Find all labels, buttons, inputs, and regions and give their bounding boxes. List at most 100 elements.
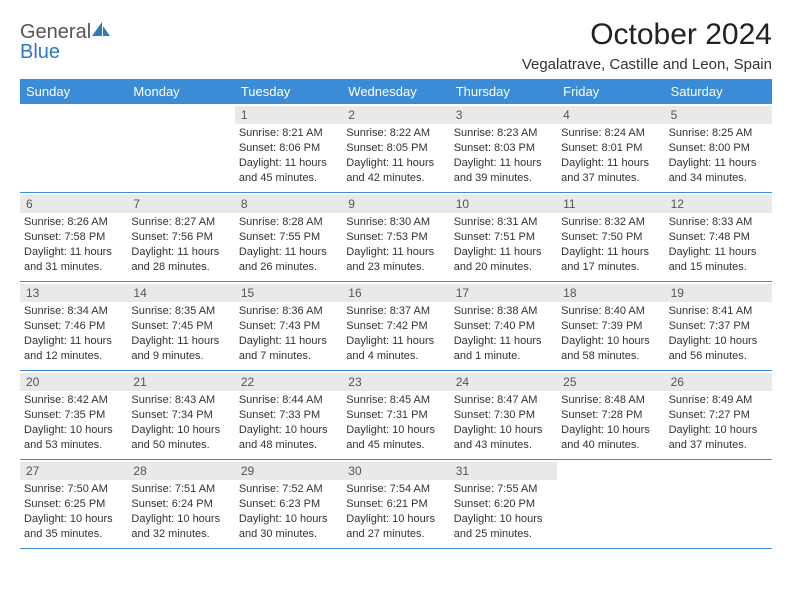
day-number: 1 [235,106,342,124]
sunrise-text: Sunrise: 7:50 AM [24,482,123,497]
day-number [20,106,127,110]
day-header-monday: Monday [127,79,234,104]
day-cell: 17Sunrise: 8:38 AMSunset: 7:40 PMDayligh… [450,282,557,370]
day-cell: 9Sunrise: 8:30 AMSunset: 7:53 PMDaylight… [342,193,449,281]
sunset-text: Sunset: 7:37 PM [669,319,768,334]
day-info: Sunrise: 8:30 AMSunset: 7:53 PMDaylight:… [346,215,445,274]
daylight-text: Daylight: 10 hours and 27 minutes. [346,512,445,542]
day-cell: 28Sunrise: 7:51 AMSunset: 6:24 PMDayligh… [127,460,234,548]
day-info: Sunrise: 8:24 AMSunset: 8:01 PMDaylight:… [561,126,660,185]
day-cell: 27Sunrise: 7:50 AMSunset: 6:25 PMDayligh… [20,460,127,548]
sunrise-text: Sunrise: 8:30 AM [346,215,445,230]
day-info: Sunrise: 8:41 AMSunset: 7:37 PMDaylight:… [669,304,768,363]
daylight-text: Daylight: 10 hours and 30 minutes. [239,512,338,542]
day-number: 7 [127,195,234,213]
daylight-text: Daylight: 11 hours and 45 minutes. [239,156,338,186]
sunset-text: Sunset: 6:23 PM [239,497,338,512]
daylight-text: Daylight: 11 hours and 34 minutes. [669,156,768,186]
day-number: 26 [665,373,772,391]
sunset-text: Sunset: 8:03 PM [454,141,553,156]
sunrise-text: Sunrise: 8:47 AM [454,393,553,408]
day-number: 31 [450,462,557,480]
day-number: 25 [557,373,664,391]
day-cell: 30 Sunrise: 7:54 AMSunset: 6:21 PMDayligh… [342,460,449,548]
daylight-text: Daylight: 11 hours and 26 minutes. [239,245,338,275]
sunrise-text: Sunrise: 8:38 AM [454,304,553,319]
day-number [665,462,772,466]
day-info: Sunrise: 8:28 AMSunset: 7:55 PMDaylight:… [239,215,338,274]
day-info: Sunrise: 8:42 AMSunset: 7:35 PMDaylight:… [24,393,123,452]
sunset-text: Sunset: 7:45 PM [131,319,230,334]
day-info: Sunrise: 8:25 AMSunset: 8:00 PMDaylight:… [669,126,768,185]
sunset-text: Sunset: 7:30 PM [454,408,553,423]
day-info: Sunrise: 8:36 AMSunset: 7:43 PMDaylight:… [239,304,338,363]
sunrise-text: Sunrise: 8:44 AM [239,393,338,408]
daylight-text: Daylight: 11 hours and 31 minutes. [24,245,123,275]
daylight-text: Daylight: 11 hours and 20 minutes. [454,245,553,275]
day-cell [665,460,772,548]
day-info: Sunrise: 8:40 AMSunset: 7:39 PMDaylight:… [561,304,660,363]
sunrise-text: Sunrise: 8:36 AM [239,304,338,319]
sunset-text: Sunset: 7:40 PM [454,319,553,334]
header: General Blue October 2024 Vegalatrave, C… [20,18,772,73]
title-block: October 2024 Vegalatrave, Castille and L… [522,18,772,73]
day-number: 10 [450,195,557,213]
calendar: Sunday Monday Tuesday Wednesday Thursday… [20,79,772,549]
day-info: Sunrise: 8:44 AMSunset: 7:33 PMDaylight:… [239,393,338,452]
day-cell: 29Sunrise: 7:52 AMSunset: 6:23 PMDayligh… [235,460,342,548]
day-info: Sunrise: 8:45 AMSunset: 7:31 PMDaylight:… [346,393,445,452]
sunrise-text: Sunrise: 8:27 AM [131,215,230,230]
sunset-text: Sunset: 7:27 PM [669,408,768,423]
daylight-text: Daylight: 11 hours and 17 minutes. [561,245,660,275]
sunrise-text: Sunrise: 8:45 AM [346,393,445,408]
logo-text: General Blue [20,22,110,62]
day-cell: 31Sunrise: 7:55 AMSunset: 6:20 PMDayligh… [450,460,557,548]
day-number [127,106,234,110]
sunset-text: Sunset: 7:31 PM [346,408,445,423]
daylight-text: Daylight: 11 hours and 9 minutes. [131,334,230,364]
sunset-text: Sunset: 7:39 PM [561,319,660,334]
day-info: Sunrise: 8:27 AMSunset: 7:56 PMDaylight:… [131,215,230,274]
day-info: Sunrise: 7:51 AMSunset: 6:24 PMDaylight:… [131,482,230,541]
sunset-text: Sunset: 6:24 PM [131,497,230,512]
sunset-text: Sunset: 8:06 PM [239,141,338,156]
sunrise-text: Sunrise: 7:52 AM [239,482,338,497]
day-cell: 24Sunrise: 8:47 AMSunset: 7:30 PMDayligh… [450,371,557,459]
day-info: Sunrise: 8:22 AMSunset: 8:05 PMDaylight:… [346,126,445,185]
daylight-text: Daylight: 10 hours and 45 minutes. [346,423,445,453]
day-info: Sunrise: 8:31 AMSunset: 7:51 PMDaylight:… [454,215,553,274]
day-number: 18 [557,284,664,302]
sunrise-text: Sunrise: 8:25 AM [669,126,768,141]
week-row: 1Sunrise: 8:21 AMSunset: 8:06 PMDaylight… [20,104,772,193]
day-info: Sunrise: 8:37 AMSunset: 7:42 PMDaylight:… [346,304,445,363]
day-cell: 13Sunrise: 8:34 AMSunset: 7:46 PMDayligh… [20,282,127,370]
day-cell: 11Sunrise: 8:32 AMSunset: 7:50 PMDayligh… [557,193,664,281]
day-number: 30 [342,462,449,480]
sunrise-text: Sunrise: 7:51 AM [131,482,230,497]
day-cell: 2Sunrise: 8:22 AMSunset: 8:05 PMDaylight… [342,104,449,192]
day-number: 24 [450,373,557,391]
day-info: Sunrise: 8:43 AMSunset: 7:34 PMDaylight:… [131,393,230,452]
sunset-text: Sunset: 8:00 PM [669,141,768,156]
logo-word1: General [20,21,91,43]
day-info: Sunrise: 7:54 AMSunset: 6:21 PMDaylight:… [346,482,445,541]
daylight-text: Daylight: 11 hours and 39 minutes. [454,156,553,186]
sunrise-text: Sunrise: 8:33 AM [669,215,768,230]
day-info: Sunrise: 8:38 AMSunset: 7:40 PMDaylight:… [454,304,553,363]
day-cell: 4Sunrise: 8:24 AMSunset: 8:01 PMDaylight… [557,104,664,192]
daylight-text: Daylight: 10 hours and 35 minutes. [24,512,123,542]
week-row: 13Sunrise: 8:34 AMSunset: 7:46 PMDayligh… [20,282,772,371]
day-number: 22 [235,373,342,391]
daylight-text: Daylight: 11 hours and 1 minute. [454,334,553,364]
day-cell: 23Sunrise: 8:45 AMSunset: 7:31 PMDayligh… [342,371,449,459]
day-info: Sunrise: 8:33 AMSunset: 7:48 PMDaylight:… [669,215,768,274]
sunset-text: Sunset: 8:01 PM [561,141,660,156]
weeks-container: 1Sunrise: 8:21 AMSunset: 8:06 PMDaylight… [20,104,772,549]
daylight-text: Daylight: 11 hours and 37 minutes. [561,156,660,186]
day-header-wednesday: Wednesday [342,79,449,104]
daylight-text: Daylight: 11 hours and 12 minutes. [24,334,123,364]
day-number [557,462,664,466]
daylight-text: Daylight: 10 hours and 37 minutes. [669,423,768,453]
day-cell [20,104,127,192]
sunrise-text: Sunrise: 8:26 AM [24,215,123,230]
